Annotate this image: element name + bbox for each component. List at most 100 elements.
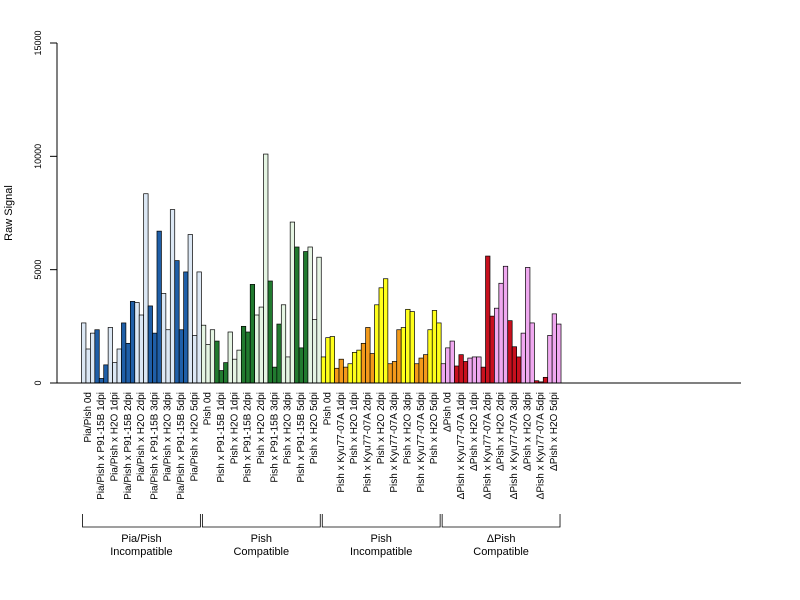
bar xyxy=(187,234,193,384)
bar xyxy=(351,352,358,384)
bar xyxy=(391,361,398,384)
x-tick-label: Pish x Kyu77-07A 1dpi xyxy=(336,392,347,493)
bar xyxy=(427,329,433,384)
x-tick-label: Pish 0d xyxy=(323,392,334,425)
bar xyxy=(192,335,198,384)
bar xyxy=(312,319,318,384)
bar xyxy=(174,260,180,384)
bar xyxy=(245,331,251,384)
group-bracket xyxy=(82,514,201,528)
bar xyxy=(445,347,451,384)
bar xyxy=(209,329,216,384)
bar xyxy=(343,366,349,384)
bar xyxy=(129,301,136,384)
x-tick-labels: Pia/Pish 0d Pia/Pish x P91-15B 1dpi Pia/Pi… xyxy=(83,392,560,500)
x-tick-label: Pish x H2O 1dpi xyxy=(349,392,360,464)
x-tick-label: Pia/Pish x P91-15B 1dpi xyxy=(96,392,107,500)
bar xyxy=(525,267,531,384)
y-axis-label: Raw Signal xyxy=(3,185,15,241)
bar xyxy=(347,363,353,384)
bar xyxy=(85,348,91,384)
bar xyxy=(374,304,380,384)
x-tick-label: Pia/Pish x P91-15B 2dpi xyxy=(123,392,134,500)
bar xyxy=(134,302,140,384)
bar xyxy=(338,358,344,384)
bar xyxy=(183,271,189,384)
group-label-line1: ΔPish xyxy=(487,533,516,545)
bar xyxy=(387,363,393,384)
x-tick-label: Pish x P91-15B 3dpi xyxy=(269,392,280,483)
bar xyxy=(396,329,402,384)
bar xyxy=(547,335,553,384)
x-tick-label: Pish x H2O 3dpi xyxy=(283,392,294,464)
bar xyxy=(112,362,118,384)
bar xyxy=(280,304,287,384)
bar xyxy=(458,354,464,384)
group-label-line2: Compatible xyxy=(473,546,529,558)
bar xyxy=(383,278,389,384)
bar xyxy=(365,327,371,384)
bar xyxy=(436,322,442,384)
bar xyxy=(143,193,149,384)
group-label-line1: Pia/Pish xyxy=(121,533,161,545)
x-tick-label: Pish x P91-15B 1dpi xyxy=(216,392,227,483)
bar xyxy=(218,370,224,384)
bar xyxy=(440,363,446,384)
bars xyxy=(81,153,562,384)
bar xyxy=(107,327,113,384)
y-tick-label: 0 xyxy=(33,380,43,385)
x-tick-label: ΔPish x H2O 5dpi xyxy=(549,392,560,471)
bar xyxy=(405,308,411,384)
bar xyxy=(316,256,322,384)
bar xyxy=(205,344,211,384)
bar xyxy=(423,354,429,384)
x-tick-label: Pia/Pish x P91-15B 5dpi xyxy=(176,392,187,500)
x-tick-label: Pish x Kyu77-07A 5dpi xyxy=(416,392,427,493)
bar xyxy=(520,332,526,384)
y-tick-label: 5000 xyxy=(33,260,43,280)
x-tick-label: Pia/Pish x H2O 3dpi xyxy=(163,392,174,482)
bar xyxy=(223,362,229,384)
x-tick-label: Pish x P91-15B 2dpi xyxy=(243,392,254,483)
x-tick-label: ΔPish 0d xyxy=(442,392,453,432)
x-tick-label: ΔPish x Kyu77-07A 3dpi xyxy=(509,392,520,499)
bar xyxy=(431,310,438,384)
bar xyxy=(121,322,127,384)
bar xyxy=(356,349,362,384)
group-brackets: Pia/PishIncompatiblePishCompatiblePishIn… xyxy=(82,514,561,558)
bar xyxy=(169,209,176,384)
bar xyxy=(498,282,504,384)
bar xyxy=(165,329,171,384)
bar xyxy=(480,366,486,384)
bar xyxy=(418,357,424,384)
bar xyxy=(90,332,96,384)
x-tick-label: Pish x P91-15B 5dpi xyxy=(296,392,307,483)
bar xyxy=(81,322,87,384)
bar xyxy=(476,356,482,384)
group-bracket xyxy=(441,514,561,528)
bar xyxy=(196,271,202,384)
bar xyxy=(227,331,233,384)
x-tick-label: Pish x H2O 2dpi xyxy=(256,392,267,464)
bar xyxy=(529,322,535,384)
bar xyxy=(285,356,291,384)
bar xyxy=(201,324,207,384)
bar xyxy=(409,311,415,384)
bar xyxy=(462,361,469,384)
bar xyxy=(334,367,340,384)
bar xyxy=(551,313,557,384)
bar xyxy=(263,153,269,384)
x-tick-label: Pia/Pish 0d xyxy=(83,392,94,443)
bar xyxy=(103,364,109,384)
bar xyxy=(511,346,517,384)
bar xyxy=(360,342,367,384)
group-label-line1: Pish xyxy=(251,533,272,545)
bar xyxy=(232,358,238,384)
bar xyxy=(400,327,406,384)
bar xyxy=(369,353,375,384)
bar xyxy=(494,307,500,384)
bar xyxy=(502,265,509,384)
x-tick-label: Pia/Pish x H2O 2dpi xyxy=(136,392,147,482)
x-tick-label: Pia/Pish x H2O 5dpi xyxy=(189,392,200,482)
